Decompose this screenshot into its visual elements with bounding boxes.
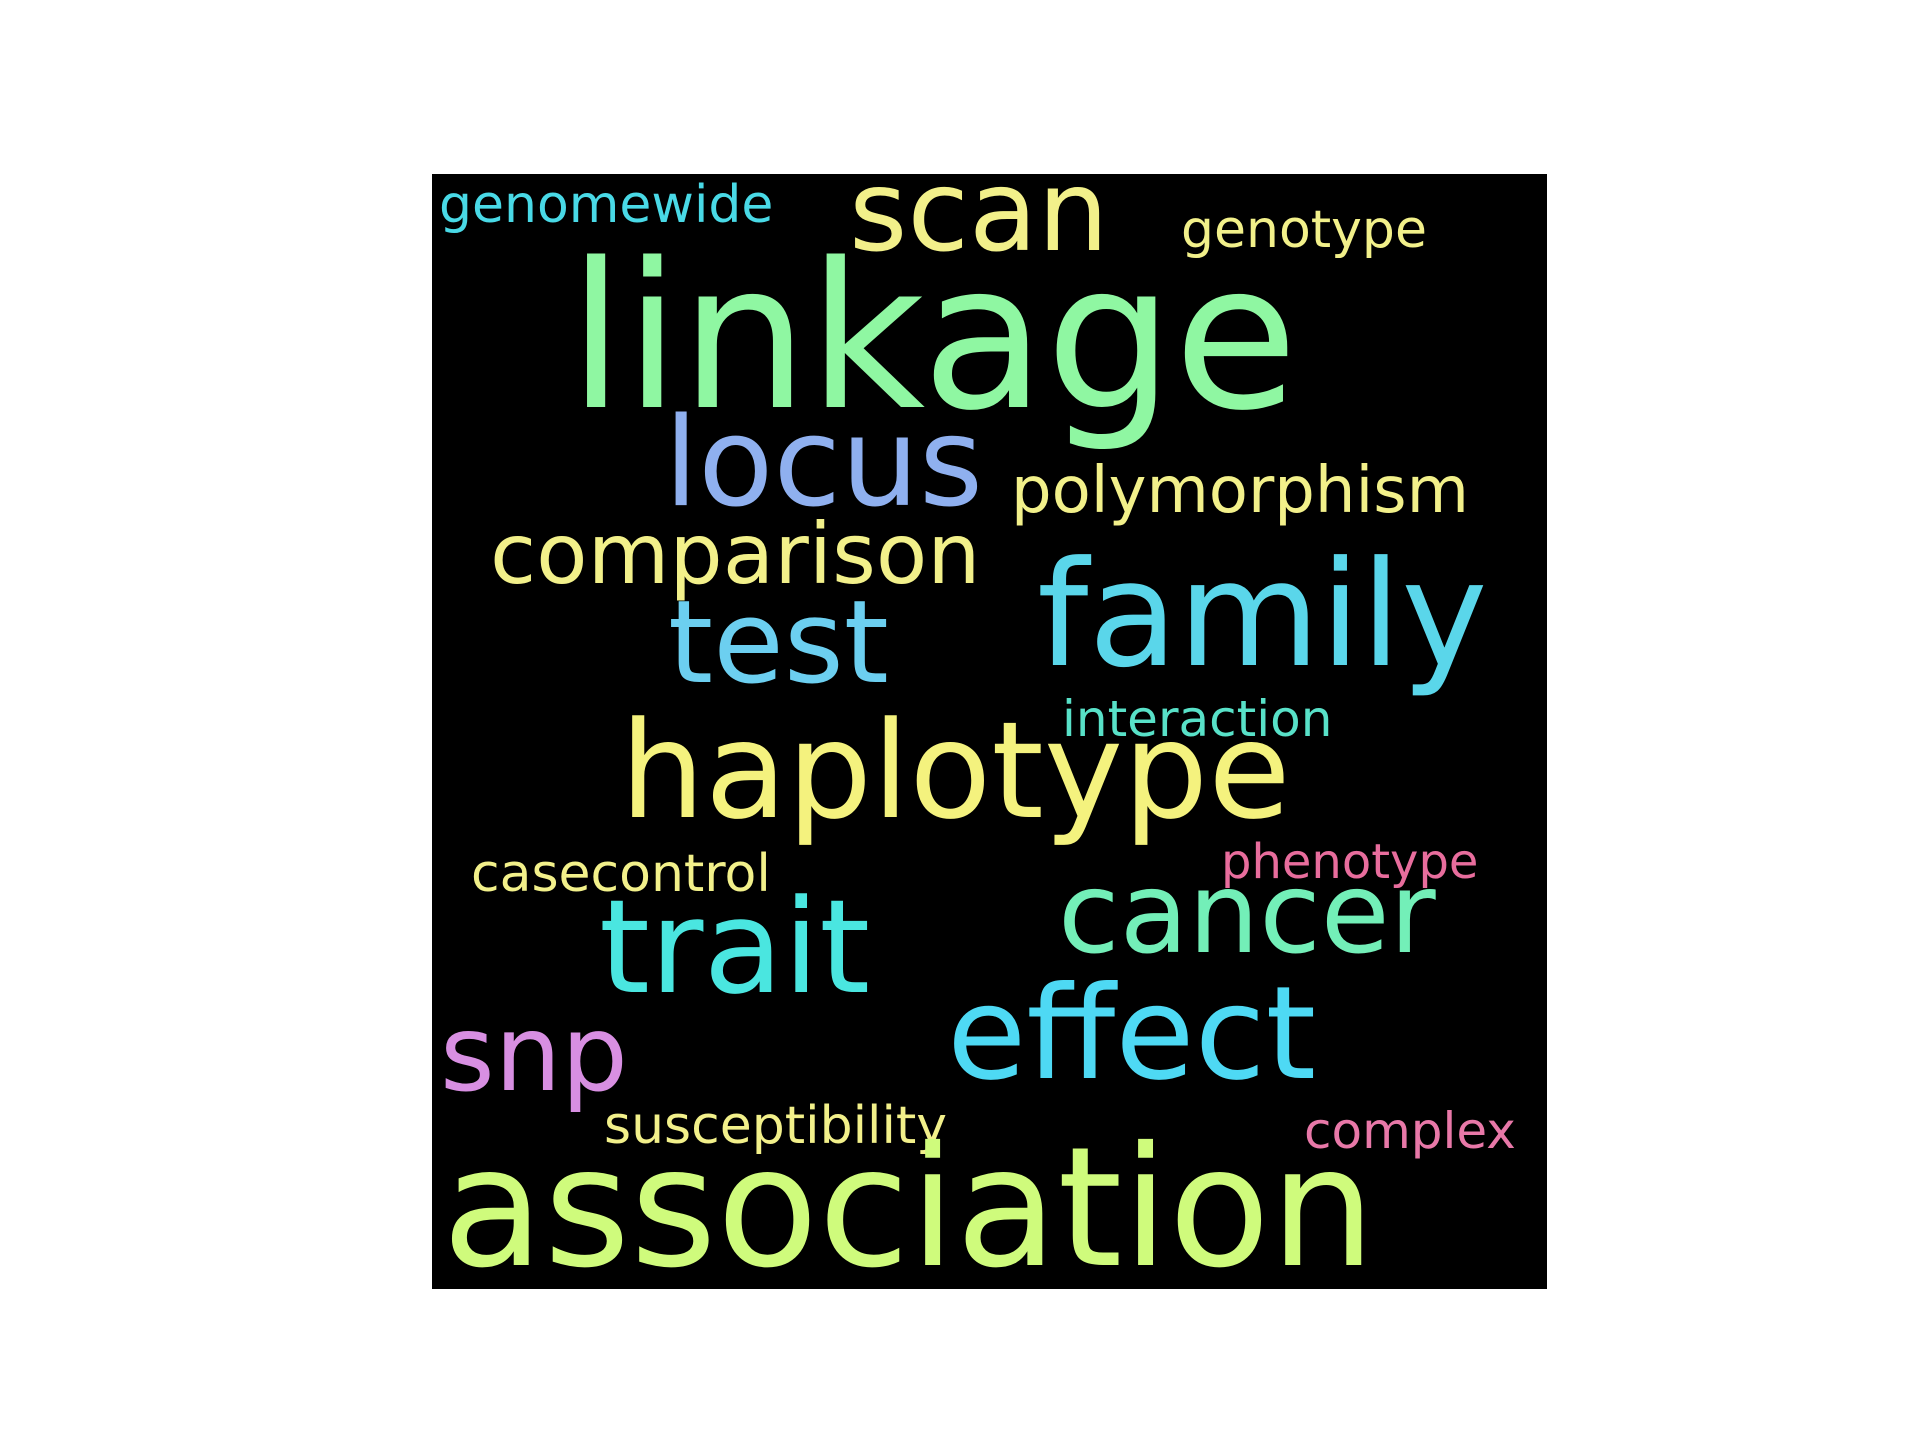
word-cloud: genomewide scan genotype linkage locus p… <box>432 174 1547 1289</box>
word-family: family <box>1037 530 1488 700</box>
word-linkage: linkage <box>568 219 1298 455</box>
word-polymorphism: polymorphism <box>1011 454 1469 528</box>
word-association: association <box>442 1112 1376 1290</box>
word-trait: trait <box>599 871 871 1023</box>
word-complex: complex <box>1304 1102 1516 1160</box>
word-scan: scan <box>849 174 1109 277</box>
word-cancer: cancer <box>1058 849 1436 979</box>
word-haplotype: haplotype <box>620 693 1291 849</box>
word-comparison: comparison <box>490 505 981 603</box>
word-genotype: genotype <box>1181 200 1427 260</box>
word-snp: snp <box>440 993 628 1115</box>
word-phenotype: phenotype <box>1221 834 1479 890</box>
word-effect: effect <box>947 959 1317 1109</box>
word-susceptibility: susceptibility <box>604 1096 948 1156</box>
word-casecontrol: casecontrol <box>471 844 771 904</box>
word-locus: locus <box>664 392 984 535</box>
word-interaction: interaction <box>1062 690 1333 748</box>
word-genomewide: genomewide <box>439 175 774 235</box>
word-test: test <box>668 576 889 710</box>
